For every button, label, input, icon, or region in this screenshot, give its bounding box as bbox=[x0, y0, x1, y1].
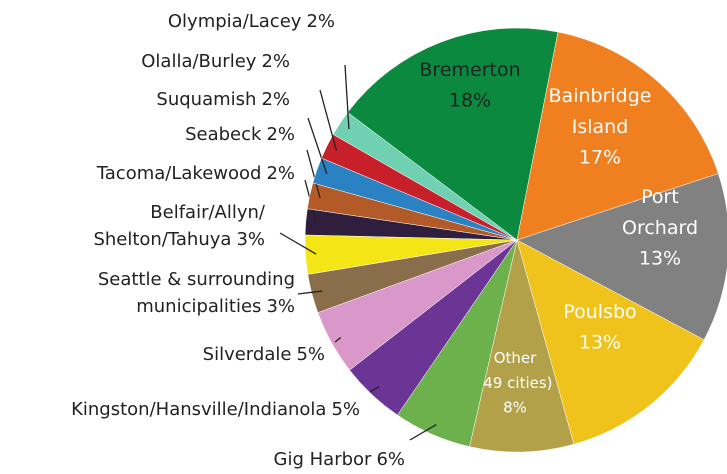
label-line: Belfair/Allyn/ bbox=[150, 202, 266, 223]
label-line: Other bbox=[494, 349, 537, 367]
pie-slice bbox=[516, 31, 719, 241]
slice-label: Other (49 cities) bbox=[477, 349, 552, 392]
value-label: 2% bbox=[266, 163, 295, 184]
slice-label: Olalla/Burley bbox=[141, 51, 257, 72]
value-label: 13% bbox=[579, 332, 621, 354]
value-label: 2% bbox=[306, 11, 335, 32]
slice-label: Silverdale bbox=[203, 344, 292, 365]
label-line: Island bbox=[572, 116, 629, 138]
pie-slice bbox=[516, 173, 727, 341]
leader-line bbox=[306, 149, 321, 199]
value-label: 13% bbox=[639, 248, 681, 270]
slice-label: Bainbridge Island bbox=[549, 85, 652, 138]
label-line: Port bbox=[641, 186, 679, 208]
label-line: Suquamish bbox=[156, 89, 256, 110]
label-line: Shelton/Tahuya bbox=[93, 229, 231, 250]
slice-label: Kingston/Hansville/Indianola bbox=[71, 399, 326, 420]
value-label: 3% bbox=[266, 296, 295, 317]
label-line: Seattle & surrounding bbox=[98, 269, 295, 290]
value-label: 2% bbox=[261, 89, 290, 110]
slice-label: Gig Harbor bbox=[274, 449, 373, 470]
label-line: Bremerton bbox=[419, 59, 520, 81]
label-line: Gig Harbor bbox=[274, 449, 373, 470]
leader-line bbox=[409, 423, 437, 441]
value-label: 5% bbox=[331, 399, 360, 420]
slice-label: Olympia/Lacey bbox=[168, 11, 302, 32]
slice-label: Seabeck bbox=[185, 124, 262, 145]
value-label: 2% bbox=[266, 124, 295, 145]
slice-label: Seattle & surrounding municipalities bbox=[98, 269, 295, 317]
slice-label: Bremerton bbox=[419, 59, 520, 81]
label-line: Bainbridge bbox=[549, 85, 652, 107]
label-line: Silverdale bbox=[203, 344, 292, 365]
leader-line bbox=[344, 64, 350, 130]
value-label: 5% bbox=[296, 344, 325, 365]
label-line: Olympia/Lacey bbox=[168, 11, 302, 32]
value-label: 2% bbox=[261, 51, 290, 72]
leader-line bbox=[297, 290, 323, 295]
label-line: Poulsbo bbox=[563, 301, 636, 323]
pie-slice bbox=[469, 239, 575, 453]
value-label: 3% bbox=[236, 229, 265, 250]
value-label: 6% bbox=[376, 449, 405, 470]
leader-line bbox=[334, 336, 342, 343]
label-line: municipalities bbox=[136, 296, 261, 317]
label-line: Seabeck bbox=[185, 124, 262, 145]
pie-slice bbox=[516, 239, 705, 445]
label-line: Tacoma/Lakewood bbox=[96, 163, 262, 184]
value-label: 18% bbox=[449, 90, 491, 112]
label-line: Olalla/Burley bbox=[141, 51, 257, 72]
label-line: (49 cities) bbox=[477, 374, 552, 392]
value-label: 17% bbox=[579, 147, 621, 169]
slice-label: Belfair/Allyn/Shelton/Tahuya bbox=[93, 202, 265, 250]
label-line: Kingston/Hansville/Indianola bbox=[71, 399, 326, 420]
slice-label: Tacoma/Lakewood bbox=[96, 163, 262, 184]
slice-label: Suquamish bbox=[156, 89, 256, 110]
leader-line bbox=[369, 386, 380, 393]
leader-line bbox=[279, 232, 317, 255]
label-line: Orchard bbox=[622, 217, 698, 239]
leader-line bbox=[319, 89, 338, 151]
slice-label: Port Orchard bbox=[622, 186, 698, 239]
pie-slice bbox=[347, 27, 559, 241]
slice-label: Poulsbo bbox=[563, 301, 636, 323]
value-label: 8% bbox=[503, 399, 527, 417]
leader-line bbox=[307, 117, 328, 175]
